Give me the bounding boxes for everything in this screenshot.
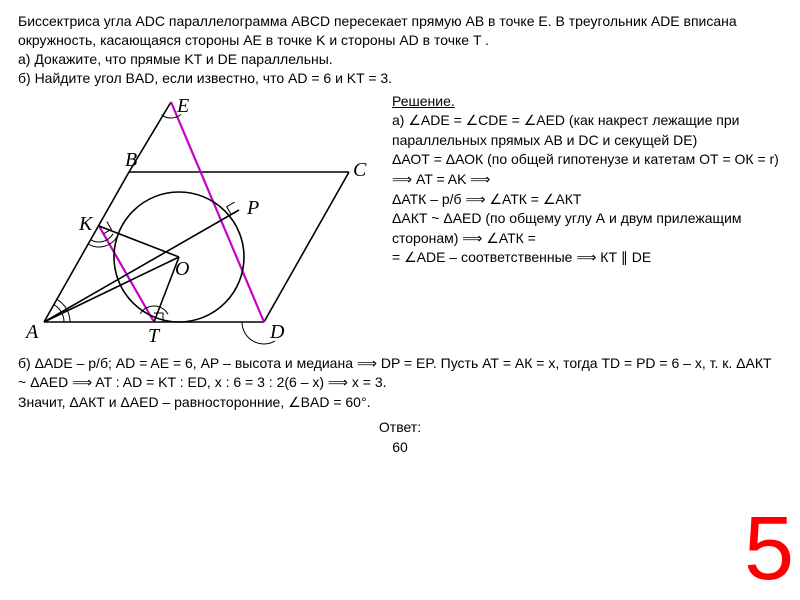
svg-text:K: K bbox=[78, 213, 94, 235]
partb-line2: Значит, ΔАКТ и ΔАЕD – равносторонние, ∠B… bbox=[18, 393, 782, 413]
svg-text:T: T bbox=[148, 325, 161, 347]
sol-a5: = ∠АDE – соответственные ⟹ КТ ∥ DE bbox=[392, 248, 786, 268]
sol-a3: ΔАТК – р/б ⟹ ∠АТК = ∠АКТ bbox=[392, 190, 786, 210]
solution-header: Решение. bbox=[392, 92, 786, 112]
svg-text:B: B bbox=[125, 149, 137, 171]
problem-line-1: Биссектриса угла ADC параллелограмма ABC… bbox=[18, 12, 782, 50]
problem-line-2: а) Докажите, что прямые KT и DE параллел… bbox=[18, 50, 782, 69]
svg-text:P: P bbox=[246, 197, 259, 219]
sol-a4: ΔАКТ ~ ΔАЕD (по общему углу А и двум при… bbox=[392, 209, 786, 248]
sol-a1: а) ∠АDE = ∠СDE = ∠АED (как накрест лежащ… bbox=[392, 111, 786, 150]
score-mark: 5 bbox=[744, 504, 794, 594]
answer-label: Ответ: bbox=[379, 419, 421, 435]
svg-text:D: D bbox=[269, 321, 285, 343]
svg-text:A: A bbox=[24, 321, 39, 343]
answer-value: 60 bbox=[392, 439, 408, 455]
geometry-diagram: A D T B C E K P O bbox=[14, 92, 384, 352]
problem-line-3: б) Найдите угол BAD, если известно, что … bbox=[18, 69, 782, 88]
svg-text:E: E bbox=[176, 95, 189, 117]
svg-text:O: O bbox=[175, 258, 189, 280]
solution-block: Решение. а) ∠АDE = ∠СDE = ∠АED (как накр… bbox=[384, 92, 786, 352]
partb-line1: б) ΔADE – р/б; AD = AE = 6, АР – высота … bbox=[18, 354, 782, 393]
sol-a2: ΔАОТ = ΔАОК (по общей гипотенузе и катет… bbox=[392, 150, 786, 189]
svg-text:C: C bbox=[353, 159, 367, 181]
